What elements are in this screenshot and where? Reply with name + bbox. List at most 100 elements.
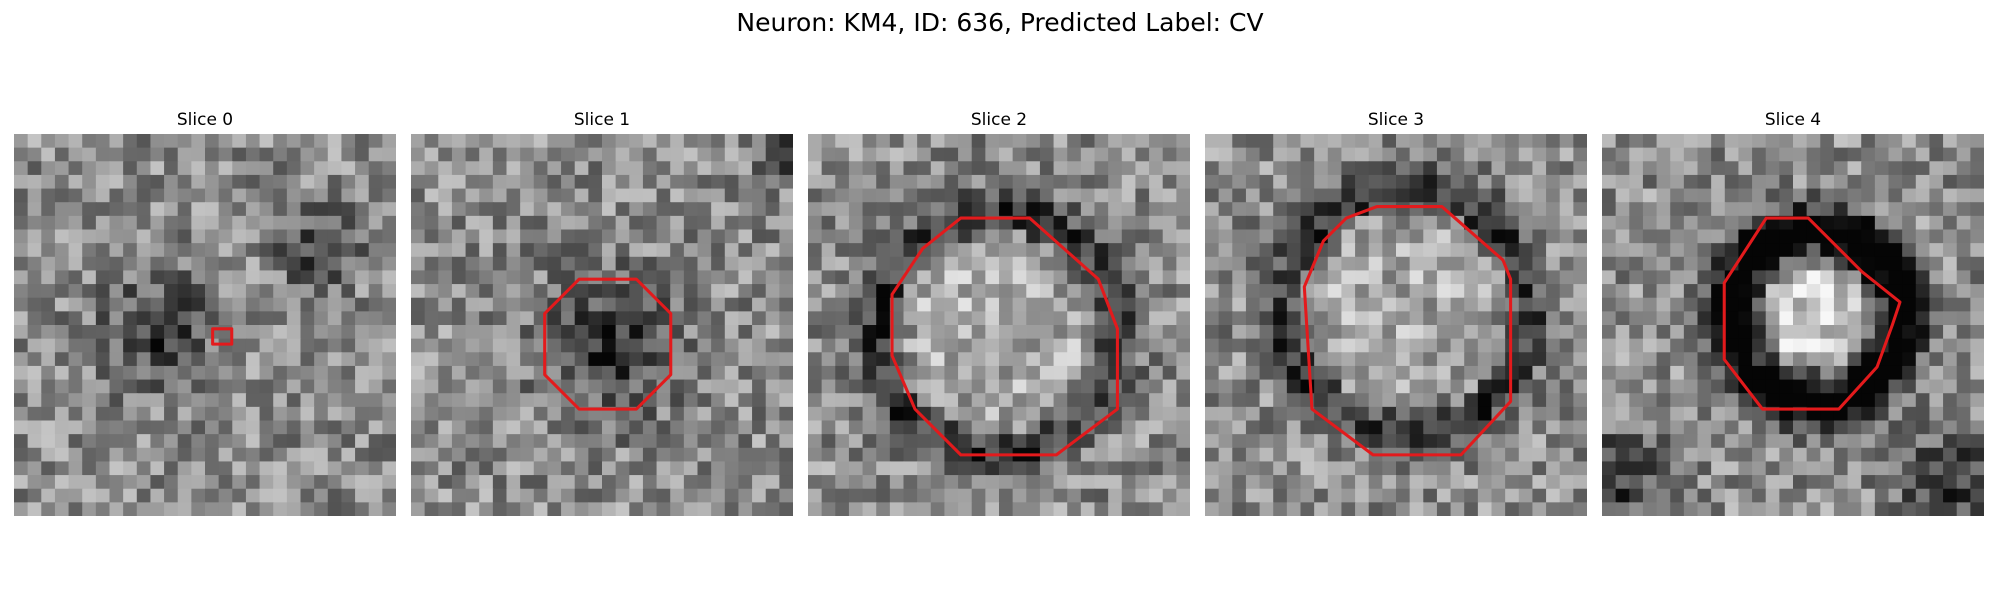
pixel — [779, 420, 793, 435]
pixel — [1162, 338, 1178, 354]
pixel — [1039, 502, 1055, 516]
pixel — [602, 297, 617, 313]
pixel — [903, 215, 918, 231]
pixel — [808, 365, 823, 381]
pixel — [1573, 325, 1587, 340]
pixel — [1245, 461, 1261, 476]
pixel — [355, 270, 370, 285]
pixel — [1532, 461, 1547, 476]
pixel — [765, 297, 781, 313]
pixel — [1793, 502, 1808, 516]
pixel — [683, 202, 699, 217]
pixel — [1232, 202, 1247, 217]
pixel — [848, 447, 864, 463]
pixel — [821, 311, 837, 326]
pixel — [1970, 229, 1984, 244]
pixel — [779, 352, 793, 367]
pixel — [656, 311, 671, 326]
pixel — [286, 379, 302, 394]
pixel — [1218, 202, 1234, 217]
pixel — [1026, 188, 1041, 203]
pixel — [1711, 352, 1726, 367]
pixel — [1039, 325, 1055, 340]
pixel — [259, 270, 274, 285]
pixel — [1450, 393, 1465, 408]
pixel — [27, 161, 43, 176]
pixel — [1724, 461, 1740, 476]
pixel — [1162, 461, 1178, 476]
pixel — [1532, 134, 1547, 149]
pixel — [1368, 502, 1384, 516]
pixel — [368, 502, 384, 516]
pixel — [1409, 488, 1425, 504]
pixel — [1205, 174, 1220, 190]
pixel — [1355, 174, 1370, 190]
pixel — [779, 215, 793, 231]
pixel — [109, 352, 124, 367]
pixel — [95, 447, 111, 463]
pixel — [1108, 461, 1123, 476]
pixel — [1108, 134, 1123, 149]
pixel — [1232, 488, 1247, 504]
pixel — [1943, 134, 1958, 149]
pixel — [602, 325, 617, 340]
pixel — [273, 461, 288, 476]
pixel — [1053, 352, 1068, 367]
pixel — [1711, 365, 1726, 381]
pixel — [1396, 215, 1411, 231]
pixel — [355, 256, 370, 272]
pixel — [1080, 243, 1096, 258]
pixel — [1080, 393, 1096, 408]
pixel — [547, 461, 562, 476]
pixel — [999, 365, 1014, 381]
pixel — [1956, 174, 1972, 190]
pixel — [273, 434, 288, 449]
pixel — [1491, 147, 1506, 163]
pixel — [1135, 297, 1150, 313]
pixel — [1423, 243, 1438, 258]
pixel — [164, 174, 179, 190]
pixel — [930, 488, 946, 504]
pixel — [1067, 188, 1082, 203]
pixel — [1108, 147, 1123, 163]
pixel — [629, 502, 644, 516]
pixel — [286, 161, 302, 176]
pixel — [1409, 502, 1425, 516]
pixel — [1314, 188, 1329, 203]
pixel — [520, 174, 535, 190]
pixel — [286, 434, 302, 449]
pixel — [1491, 161, 1506, 176]
pixel — [656, 502, 671, 516]
pixel — [286, 475, 302, 490]
pixel — [506, 393, 521, 408]
pixel — [1067, 488, 1082, 504]
pixel — [533, 434, 549, 449]
pixel — [999, 434, 1014, 449]
pixel — [191, 297, 206, 313]
pixel — [411, 229, 426, 244]
pixel — [533, 379, 549, 394]
pixel — [1670, 461, 1685, 476]
pixel — [1874, 284, 1890, 299]
pixel — [1793, 393, 1808, 408]
pixel — [1779, 147, 1794, 163]
pixel — [1067, 338, 1082, 354]
pixel — [1861, 475, 1876, 490]
pixel — [1943, 406, 1958, 422]
pixel — [492, 325, 508, 340]
pixel — [1532, 393, 1547, 408]
pixel — [1368, 488, 1384, 504]
pixel — [1532, 406, 1547, 422]
pixel — [1518, 311, 1534, 326]
pixel — [1518, 134, 1534, 149]
pixel — [1697, 406, 1712, 422]
pixel — [1273, 352, 1288, 367]
pixel — [1423, 297, 1438, 313]
pixel — [82, 338, 97, 354]
pixel — [1396, 325, 1411, 340]
pixel — [438, 488, 453, 504]
pixel — [670, 502, 685, 516]
pixel — [1656, 229, 1671, 244]
roi-contour — [1302, 205, 1513, 457]
pixel — [1039, 256, 1055, 272]
